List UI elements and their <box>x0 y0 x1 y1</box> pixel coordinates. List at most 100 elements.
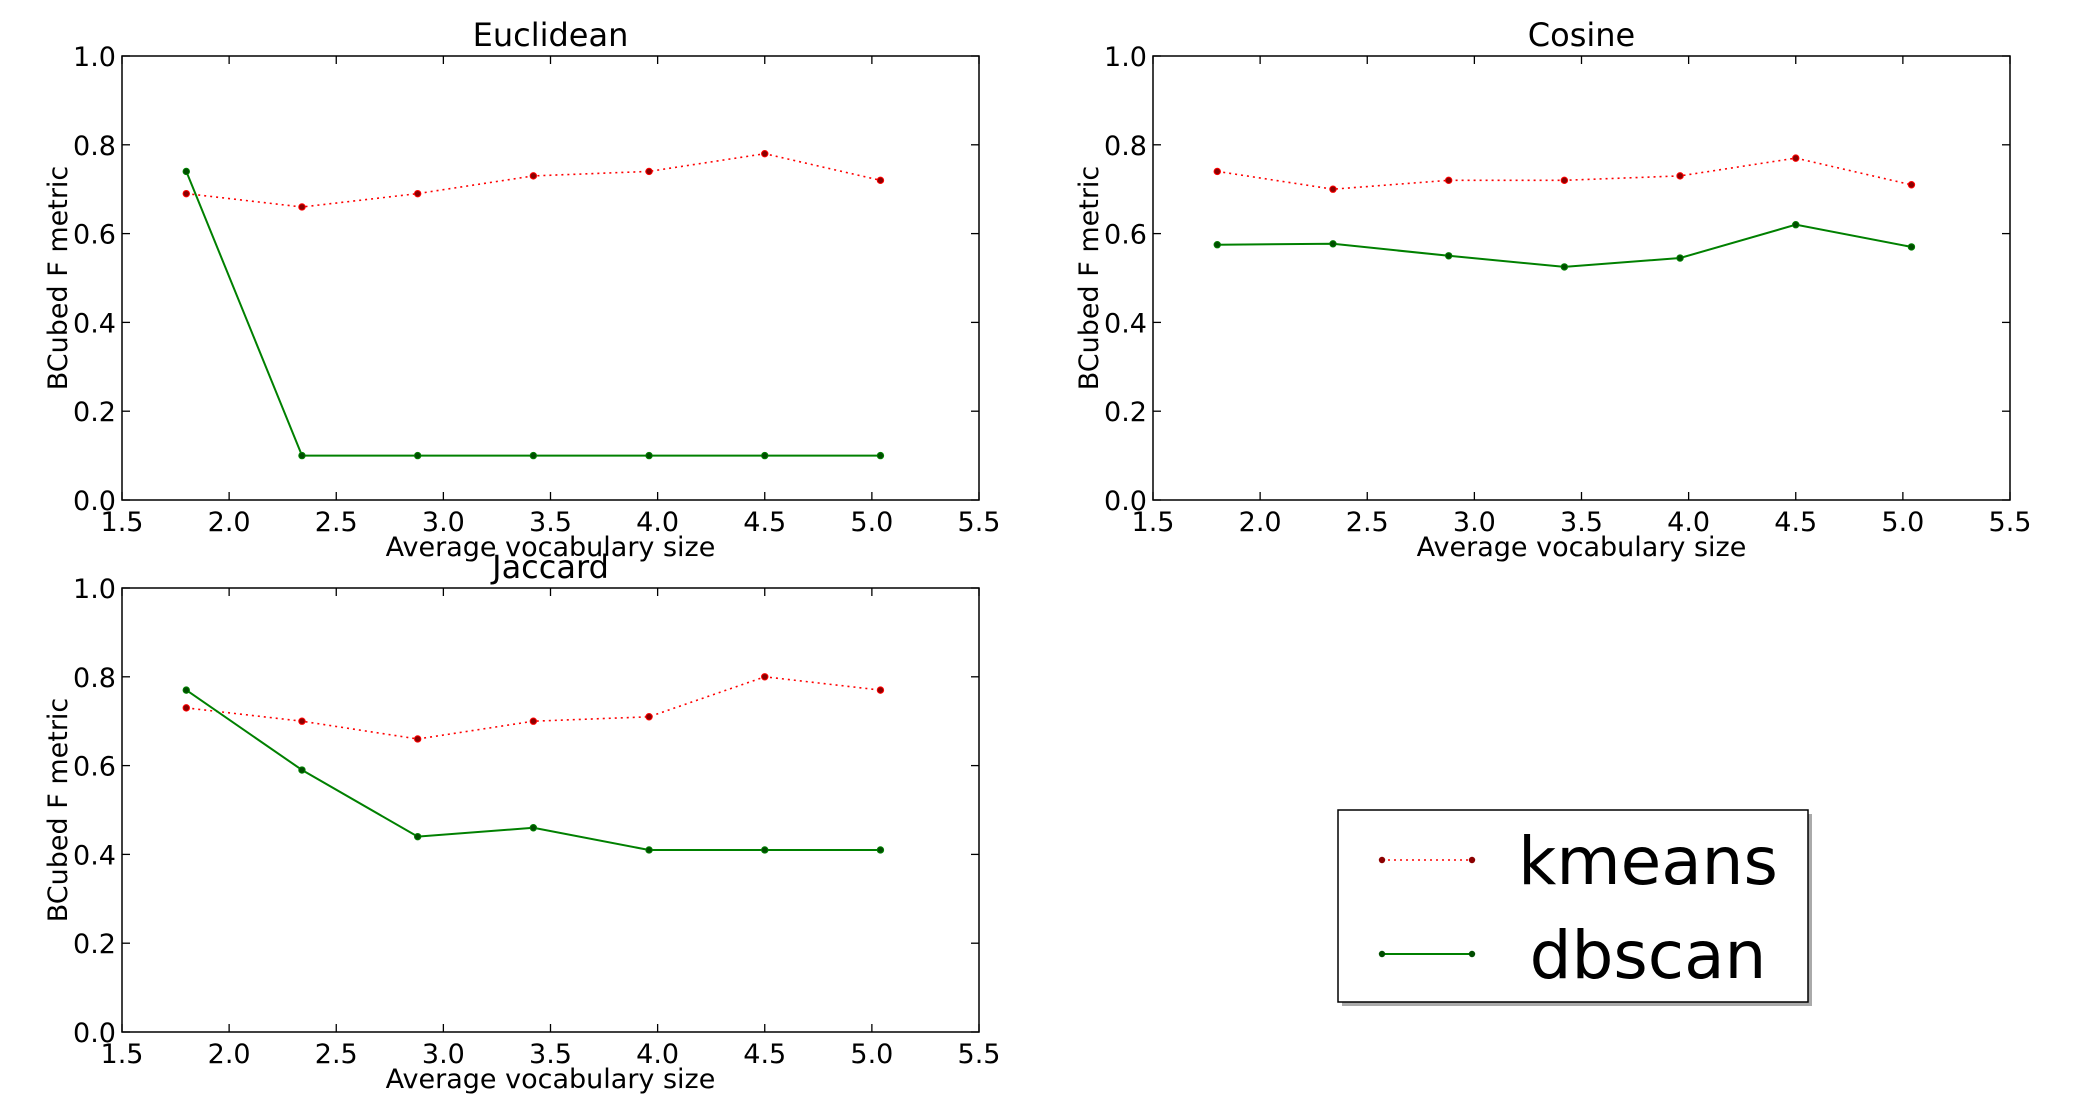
x-tick-label: 2.5 <box>315 1039 358 1070</box>
data-point-dbscan <box>298 766 306 774</box>
y-tick-label: 0.0 <box>1104 486 1147 517</box>
subplot-jaccard: 1.5 2.0 2.5 3.0 3.5 4.0 4.5 5.0 5.5 0.0 0.2 0.4 0.6 0… <box>43 548 1000 1095</box>
y-tick-label: 0.2 <box>1104 397 1147 428</box>
data-point-kmeans <box>645 167 653 176</box>
x-tick-label: 3.0 <box>422 1039 465 1070</box>
y-axis-label: BCubed F metric <box>1074 166 1105 391</box>
x-tick-label: 4.5 <box>743 507 786 538</box>
y-tick-label: 0.4 <box>1104 308 1147 339</box>
x-tick-label: 4.5 <box>1774 507 1817 538</box>
chart-title: Cosine <box>1528 16 1635 54</box>
x-tick-label: 3.0 <box>1453 507 1496 538</box>
x-tick-label: 5.0 <box>850 1039 893 1070</box>
x-tick-label: 4.0 <box>636 507 679 538</box>
y-tick-label: 0.8 <box>73 131 116 162</box>
series-line-kmeans <box>1217 157 1912 191</box>
x-tick-label: 1.5 <box>101 1039 144 1070</box>
series-line-kmeans <box>186 152 881 208</box>
y-tick-label: 0.0 <box>73 486 116 517</box>
series-line-kmeans <box>186 675 881 740</box>
subplot-cosine: 1.5 2.0 2.5 3.0 3.5 4.0 4.5 5.0 5.5 0.0 0.2 0.4 0.6 0… <box>1074 16 2031 563</box>
x-axis-label: Average vocabulary size <box>386 532 716 563</box>
data-point-kmeans <box>413 735 422 743</box>
plot-frame <box>121 55 980 501</box>
x-tick-label: 5.5 <box>958 507 1001 538</box>
x-tick-label: 4.5 <box>743 1039 786 1070</box>
x-tick-label: 3.5 <box>1560 507 1603 538</box>
data-point-kmeans <box>529 172 538 180</box>
y-tick-label: 0.6 <box>73 752 116 783</box>
x-tick-label: 5.0 <box>850 507 893 538</box>
x-tick-label: 1.5 <box>1132 507 1175 538</box>
data-point-dbscan <box>645 846 653 854</box>
data-point-kmeans <box>761 673 769 681</box>
data-point-dbscan <box>761 846 769 854</box>
y-tick-label: 0.2 <box>73 929 116 960</box>
y-tick-label: 1.0 <box>73 574 116 605</box>
data-point-kmeans <box>645 713 653 721</box>
data-point-kmeans <box>1792 154 1800 162</box>
data-point-kmeans <box>1560 176 1569 185</box>
data-point-kmeans <box>413 189 422 198</box>
x-tick-label: 5.0 <box>1881 507 1924 538</box>
data-point-kmeans <box>182 189 190 198</box>
y-axis-label: BCubed F metric <box>43 698 74 923</box>
data-point-kmeans <box>529 717 538 725</box>
x-tick-label: 3.5 <box>529 1039 572 1070</box>
data-point-dbscan <box>876 846 885 854</box>
data-point-dbscan <box>1444 252 1453 260</box>
legend-label-kmeans: kmeans <box>1518 823 1778 900</box>
x-axis-label: Average vocabulary size <box>1417 532 1747 563</box>
y-tick-label: 0.4 <box>73 308 116 339</box>
chart-title: Jaccard <box>490 548 609 586</box>
data-point-dbscan <box>1329 240 1337 248</box>
data-point-kmeans <box>1907 181 1916 189</box>
x-tick-label: 3.5 <box>529 507 572 538</box>
y-tick-label: 0.8 <box>73 663 116 694</box>
legend-box <box>1337 809 1809 1003</box>
data-point-dbscan <box>182 686 190 694</box>
data-point-kmeans <box>298 717 306 725</box>
legend: kmeans dbscan <box>1337 809 1812 1006</box>
data-point-dbscan <box>761 451 769 460</box>
legend-label-dbscan: dbscan <box>1530 917 1767 994</box>
y-tick-label: 1.0 <box>73 42 116 73</box>
subplot-euclidean: 1.5 2.0 2.5 3.0 3.5 4.0 4.5 5.0 5.5 0.0 0.2 0.4 0.6 0… <box>43 16 1000 563</box>
data-point-dbscan <box>298 451 306 460</box>
x-tick-label: 3.0 <box>422 507 465 538</box>
legend-marker-kmeans <box>1468 856 1476 864</box>
data-point-dbscan <box>1792 221 1800 229</box>
data-point-kmeans <box>1444 176 1453 185</box>
x-tick-label: 2.0 <box>1239 507 1282 538</box>
chart-title: Euclidean <box>473 16 629 54</box>
legend-marker-kmeans <box>1378 856 1386 864</box>
data-point-dbscan <box>1907 243 1916 251</box>
x-tick-label: 2.0 <box>208 507 251 538</box>
data-point-dbscan <box>645 451 653 460</box>
series-line-dbscan <box>1217 223 1912 268</box>
data-point-dbscan <box>1560 263 1569 271</box>
data-point-dbscan <box>1213 241 1221 249</box>
data-point-dbscan <box>413 832 422 841</box>
data-point-kmeans <box>761 149 769 158</box>
y-tick-label: 0.2 <box>73 397 116 428</box>
x-tick-label: 5.5 <box>958 1039 1001 1070</box>
data-point-dbscan <box>1676 254 1684 262</box>
data-point-kmeans <box>1329 185 1337 193</box>
x-axis-label: Average vocabulary size <box>386 1064 716 1095</box>
data-point-dbscan <box>413 451 422 460</box>
data-point-kmeans <box>182 704 190 712</box>
plot-frame <box>1152 55 2011 501</box>
x-tick-label: 5.5 <box>1989 507 2032 538</box>
y-axis-label: BCubed F metric <box>43 166 74 391</box>
legend-marker-dbscan <box>1468 950 1476 958</box>
data-point-dbscan <box>529 824 538 832</box>
plot-frame <box>121 587 980 1033</box>
y-tick-label: 0.6 <box>73 220 116 251</box>
data-point-dbscan <box>182 167 190 176</box>
x-tick-label: 2.5 <box>315 507 358 538</box>
data-point-kmeans <box>1676 172 1684 180</box>
data-point-dbscan <box>876 451 885 460</box>
legend-marker-dbscan <box>1378 950 1386 958</box>
